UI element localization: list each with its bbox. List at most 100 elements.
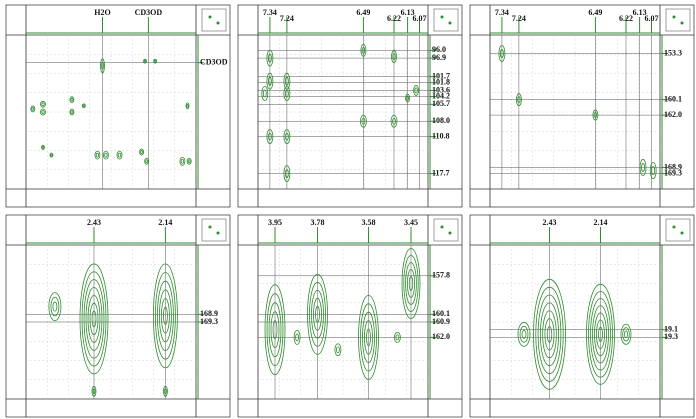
contour — [140, 150, 144, 154]
inset — [433, 8, 459, 32]
contour — [31, 107, 35, 111]
contour — [81, 103, 86, 109]
contour — [154, 59, 157, 63]
peak-label: 2.14 — [158, 218, 172, 227]
peak-label: 6.49 — [588, 8, 602, 17]
contour — [594, 312, 607, 357]
inset-dot — [672, 225, 676, 229]
peak-label: 7.34 — [495, 8, 509, 17]
contour — [185, 102, 190, 110]
contour — [267, 76, 272, 86]
contour — [546, 326, 553, 343]
contour — [160, 298, 170, 334]
contour — [85, 287, 103, 351]
peak-label: 6.22 — [387, 14, 401, 23]
contour — [267, 53, 272, 63]
contour — [590, 298, 611, 371]
contour — [266, 49, 274, 67]
contour — [517, 96, 521, 104]
contour — [516, 93, 522, 107]
inset-dot — [680, 21, 684, 25]
contour — [623, 330, 629, 339]
inset-dot — [208, 15, 212, 19]
inset-dot — [440, 225, 444, 229]
peak-label: 168.9 — [664, 162, 682, 171]
panel-frame — [237, 214, 463, 418]
contour — [92, 388, 96, 395]
peak-label: 2.43 — [543, 218, 557, 227]
peak-label: 153.3 — [664, 48, 682, 57]
contour — [313, 297, 322, 331]
peak-label: 169.3 — [664, 168, 682, 177]
contour — [358, 295, 379, 380]
peak-label: 3.95 — [268, 218, 282, 227]
contour — [91, 310, 97, 328]
peak-label: 168.9 — [200, 309, 218, 318]
contour — [179, 156, 186, 166]
peak-label: 6.49 — [356, 8, 370, 17]
contour — [361, 117, 366, 125]
contour — [100, 58, 105, 74]
peak-label: 6.07 — [413, 14, 427, 23]
inset — [433, 218, 459, 242]
contour — [101, 61, 104, 70]
contour — [309, 281, 326, 347]
contour — [69, 108, 75, 116]
peak-label: 101.8 — [432, 78, 450, 87]
contour — [40, 108, 46, 116]
contour — [30, 105, 36, 113]
contour — [154, 272, 176, 360]
peak-label: 160.9 — [432, 317, 450, 326]
contour — [48, 292, 62, 321]
contour — [295, 333, 299, 342]
peak-label: 19.3 — [664, 332, 678, 341]
contour — [103, 150, 109, 160]
contour — [158, 289, 172, 343]
contour — [364, 320, 373, 355]
contour — [163, 388, 167, 395]
contour — [104, 152, 108, 158]
peak-label: 160.1 — [432, 309, 450, 318]
contour — [391, 50, 397, 63]
inset-dot — [680, 231, 684, 235]
contour — [268, 302, 282, 358]
contour — [392, 53, 396, 60]
inset — [201, 218, 227, 242]
contour — [533, 278, 566, 390]
contour — [162, 385, 168, 397]
peak-label: CD3OD — [200, 58, 228, 67]
contour — [622, 327, 630, 342]
contour — [651, 166, 656, 175]
contour — [390, 114, 398, 128]
contour — [264, 284, 286, 376]
inset — [665, 218, 691, 242]
inset-dot — [216, 231, 220, 235]
contour — [139, 148, 145, 156]
contour — [79, 263, 109, 375]
contour — [362, 311, 375, 363]
peak-label: 108.0 — [432, 116, 450, 125]
contour — [270, 311, 280, 349]
contour — [186, 157, 192, 165]
contour — [498, 45, 506, 62]
peak-label: 162.0 — [432, 332, 450, 341]
contour — [395, 334, 400, 341]
contour — [542, 310, 557, 359]
contour — [405, 93, 411, 103]
contour — [406, 269, 415, 298]
inset-dot — [440, 15, 444, 19]
contour — [144, 157, 150, 165]
inset-dot — [216, 21, 220, 25]
contour — [81, 271, 107, 367]
peak-label: 103.6 — [432, 85, 450, 94]
peak-label: 101.7 — [432, 71, 450, 80]
peak-label: H2O — [94, 8, 110, 17]
contour — [315, 305, 320, 323]
contour — [392, 117, 396, 125]
peak-label: 6.07 — [645, 14, 659, 23]
contour — [311, 289, 324, 339]
contour — [162, 306, 168, 325]
panel: H2O CD3OD CD3OD — [5, 4, 231, 208]
